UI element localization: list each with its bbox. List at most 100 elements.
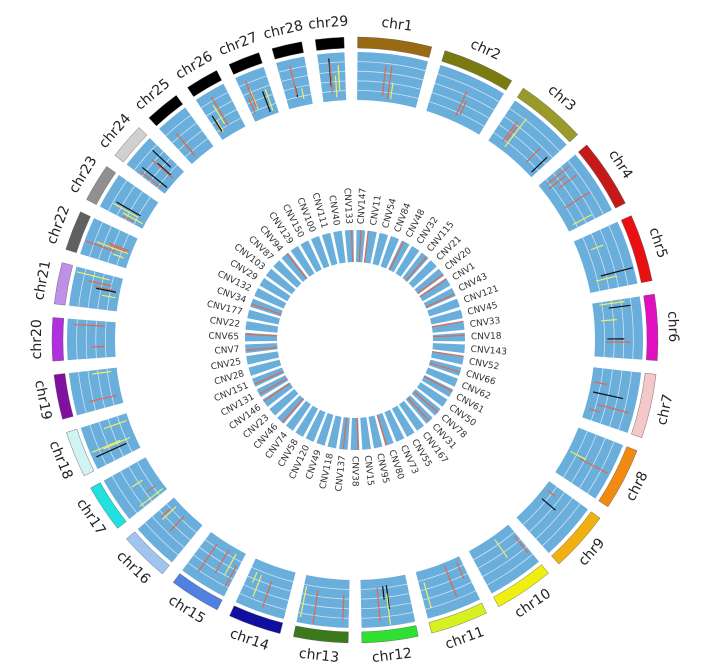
track-line	[459, 101, 467, 115]
track-line	[389, 82, 394, 100]
track-sector	[592, 296, 643, 360]
track-grid	[425, 590, 477, 610]
cnv-block	[408, 260, 437, 288]
track-line	[91, 439, 121, 453]
track-line	[590, 244, 604, 251]
track-grid	[211, 109, 237, 125]
track-line	[197, 543, 218, 573]
track-line	[597, 404, 630, 414]
track-grid	[587, 441, 615, 494]
track-line	[376, 587, 381, 622]
track-grid	[199, 547, 238, 572]
track-line	[502, 121, 518, 142]
track-line	[252, 574, 263, 597]
chromosome-band	[172, 573, 223, 611]
cnv-line	[356, 417, 359, 450]
cnv-block	[380, 236, 400, 269]
cnv-block	[391, 405, 415, 437]
track-line	[262, 91, 271, 113]
track-grid	[522, 486, 558, 525]
track-grid	[437, 73, 500, 103]
track-line	[85, 240, 116, 253]
cnv-block	[368, 415, 383, 449]
cnv-line	[358, 230, 362, 263]
cnv-block	[432, 343, 465, 354]
track-grid	[124, 191, 143, 220]
cnv-line	[425, 293, 456, 308]
chromosome-band	[551, 511, 601, 565]
track-line	[334, 75, 338, 98]
track-grid	[133, 144, 157, 171]
track-grid	[239, 75, 267, 88]
chromosome-band	[65, 211, 91, 253]
track-grid	[205, 539, 242, 563]
track-grid	[116, 416, 133, 453]
track-grid	[120, 471, 145, 508]
track-grid	[178, 130, 203, 151]
cnv-block	[384, 409, 405, 442]
cnv-line	[286, 253, 308, 280]
track-grid	[243, 584, 289, 601]
track-line	[224, 565, 237, 588]
cnv-line	[432, 350, 464, 357]
track-grid	[98, 226, 112, 260]
chromosome-label: chr5	[645, 226, 670, 261]
cnv-block	[310, 236, 330, 269]
track-line	[386, 66, 393, 100]
chromosome-band	[314, 36, 345, 51]
cnv-block	[273, 260, 302, 288]
cnv-block	[262, 382, 293, 407]
track-line	[564, 191, 590, 209]
track-line	[600, 267, 633, 277]
cnv-line	[351, 230, 354, 263]
track-grid	[298, 612, 349, 619]
track-grid	[504, 116, 553, 159]
chromosome-label: chr28	[262, 18, 305, 43]
track-sector	[137, 497, 203, 563]
track-line	[299, 586, 308, 618]
track-grid	[318, 61, 345, 65]
cnv-block	[277, 395, 305, 424]
track-grid	[193, 554, 233, 580]
cnv-block	[419, 278, 451, 302]
track-line	[599, 300, 625, 306]
track-sector	[426, 65, 504, 135]
chromosome-band	[86, 166, 116, 205]
track-sector	[582, 367, 642, 433]
chromosome-band	[66, 428, 95, 477]
track-grid	[116, 185, 135, 216]
track-grid	[106, 368, 115, 406]
chromosome-band	[126, 531, 170, 575]
track-line	[456, 562, 465, 580]
cnv-block	[254, 288, 287, 309]
track-line	[505, 125, 518, 142]
chromosome-band	[578, 144, 626, 209]
track-line	[145, 485, 156, 493]
track-line	[94, 286, 114, 292]
track-grid	[151, 516, 185, 548]
track-sector	[69, 266, 123, 312]
track-line	[494, 539, 509, 559]
track-grid	[302, 593, 350, 600]
cnv-block	[388, 240, 410, 273]
chromosome-band	[631, 372, 657, 439]
cnv-line	[417, 273, 444, 294]
track-line	[547, 489, 556, 497]
cnv-label: CNV65	[208, 332, 239, 343]
cnv-line	[376, 414, 387, 446]
track-grid	[216, 117, 242, 133]
track-sector	[415, 556, 480, 619]
cnv-block	[417, 382, 448, 407]
track-line	[122, 215, 135, 223]
chromosome-label: chr2	[468, 36, 503, 63]
cnv-line	[250, 303, 282, 316]
track-line	[337, 65, 341, 91]
track-grid	[88, 222, 104, 257]
chromosome-band	[293, 625, 349, 644]
track-line	[103, 436, 131, 450]
track-line	[589, 408, 601, 413]
cnv-block	[248, 359, 282, 376]
cnv-block	[360, 417, 371, 450]
chromosome-label: chr8	[623, 469, 652, 504]
